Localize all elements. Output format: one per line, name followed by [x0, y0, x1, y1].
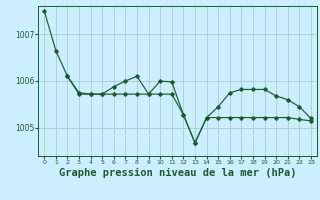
X-axis label: Graphe pression niveau de la mer (hPa): Graphe pression niveau de la mer (hPa) [59, 168, 296, 178]
